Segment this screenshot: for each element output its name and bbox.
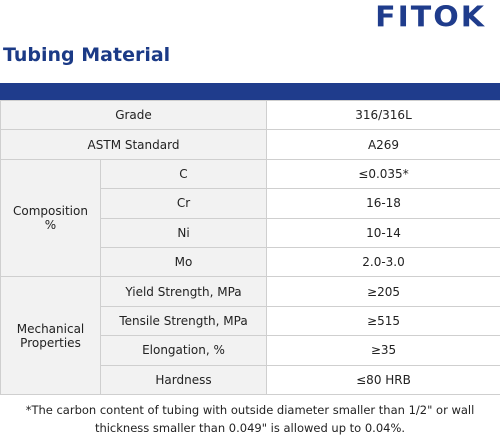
composition-label-line2: % <box>44 218 57 233</box>
element-value: 10-14 <box>266 217 500 248</box>
property-value: ≥35 <box>266 335 500 366</box>
mechanical-group-label: Mechanical Properties <box>0 276 101 395</box>
element-value: ≤0.035* <box>266 158 500 190</box>
property-value: ≤80 HRB <box>266 364 500 396</box>
composition-label-line1: Composition <box>13 204 88 219</box>
property-value: ≥205 <box>266 276 500 307</box>
table-row: Mo 2.0-3.0 <box>1 246 500 278</box>
table-row: Ni 10-14 <box>1 217 500 248</box>
element-value: 2.0-3.0 <box>266 246 500 278</box>
footnote-line2: thickness smaller than 0.049" is allowed… <box>94 421 406 435</box>
mechanical-label-line2: Properties <box>20 335 81 350</box>
brand-logo: FITOK <box>375 0 486 35</box>
material-spec-table: Grade 316/316L ASTM Standard A269 Compos… <box>0 99 500 396</box>
composition-group-label: Composition % <box>0 158 101 278</box>
table-row: Elongation, % ≥35 <box>1 335 500 366</box>
property-label: Hardness <box>100 364 267 396</box>
table-row: Composition % C ≤0.035* <box>0 158 500 278</box>
table-row: Grade 316/316L <box>0 99 500 131</box>
astm-label: ASTM Standard <box>0 129 267 160</box>
page-title: Tubing Material <box>3 44 171 66</box>
header-bar <box>0 83 500 100</box>
property-label: Tensile Strength, MPa <box>100 305 267 337</box>
mechanical-label-line1: Mechanical <box>16 321 85 336</box>
footnote-line1: *The carbon content of tubing with outsi… <box>25 403 475 417</box>
table-row: Hardness ≤80 HRB <box>1 364 500 396</box>
table-row: Tensile Strength, MPa ≥515 <box>1 305 500 337</box>
table-row: ASTM Standard A269 <box>0 129 500 160</box>
grade-label: Grade <box>0 99 267 131</box>
element-value: 16-18 <box>266 188 500 219</box>
element-label: C <box>100 158 267 190</box>
property-label: Elongation, % <box>100 335 267 366</box>
element-label: Cr <box>100 188 267 219</box>
table-row: Mechanical Properties Yield Strength, MP… <box>0 276 500 395</box>
footnote: *The carbon content of tubing with outsi… <box>0 401 500 437</box>
grade-value: 316/316L <box>266 99 500 131</box>
property-value: ≥515 <box>266 305 500 337</box>
element-label: Mo <box>100 246 267 278</box>
property-label: Yield Strength, MPa <box>100 276 267 307</box>
astm-value: A269 <box>266 129 500 160</box>
element-label: Ni <box>100 217 267 248</box>
